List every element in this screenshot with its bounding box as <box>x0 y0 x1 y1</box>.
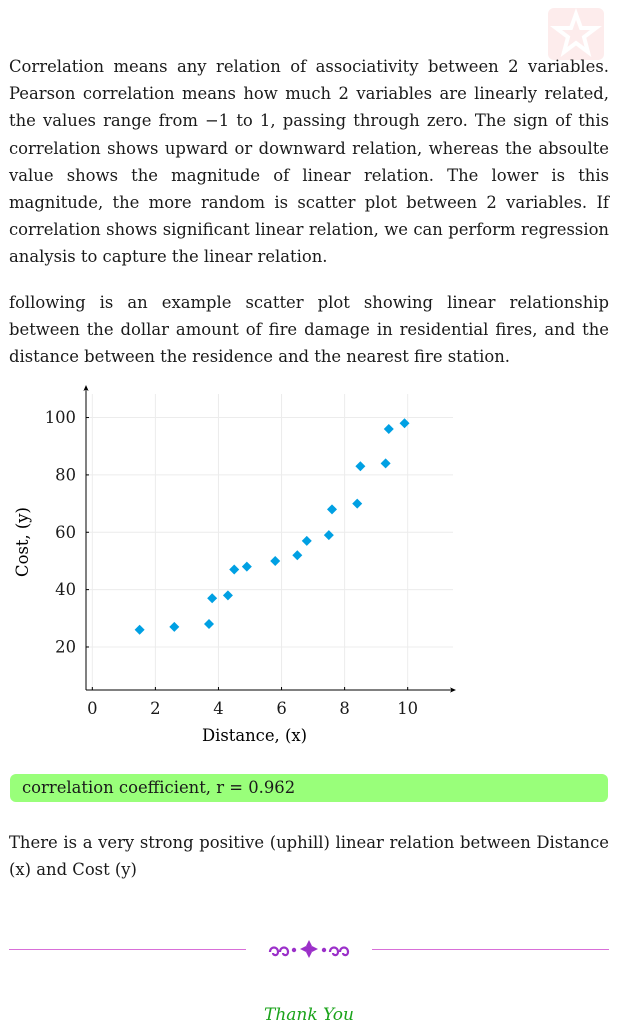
x-tick-label: 4 <box>213 699 223 718</box>
x-axis-label: Distance, (x) <box>202 726 307 745</box>
data-point <box>270 555 281 566</box>
example-paragraph: following is an example scatter plot sho… <box>9 293 609 367</box>
x-tick-label: 0 <box>87 699 97 718</box>
data-point <box>134 624 145 635</box>
star-icon <box>550 8 602 58</box>
data-point <box>169 621 180 632</box>
intro-paragraph: Correlation means any relation of associ… <box>9 57 609 267</box>
x-tick-label: 8 <box>339 699 349 718</box>
data-point <box>204 619 214 630</box>
thank-you-text: Thank You <box>263 1005 354 1025</box>
y-axis-label: Cost, (y) <box>13 507 32 577</box>
data-point <box>380 458 391 469</box>
conclusion-paragraph: There is a very strong positive (uphill)… <box>9 833 609 880</box>
divider-line-left <box>9 949 246 950</box>
data-point <box>229 564 240 575</box>
data-point <box>383 424 394 435</box>
y-tick-label: 60 <box>55 523 76 542</box>
data-point <box>355 461 366 472</box>
scatter-chart: 0 2 4 6 8 10 20 40 60 80 100 Distance, (x) Cost, (… <box>13 385 456 745</box>
divider-line-right <box>372 949 609 950</box>
y-tick-label: 100 <box>45 408 76 427</box>
data-point <box>207 593 218 604</box>
correlation-label: correlation coefficient, r = 0.962 <box>22 778 296 797</box>
chart-points <box>134 418 410 635</box>
data-point <box>222 590 233 601</box>
y-tick-label: 20 <box>55 637 76 656</box>
data-point <box>352 498 363 509</box>
data-point <box>301 535 312 546</box>
x-tick-label: 2 <box>150 699 160 718</box>
chart-axes <box>83 385 456 693</box>
x-tick-label: 10 <box>397 699 418 718</box>
y-tick-label: 40 <box>55 580 76 599</box>
brand-logo <box>548 8 604 60</box>
chart-tick-labels: 0 2 4 6 8 10 20 40 60 80 100 <box>45 408 418 718</box>
y-axis-arrow <box>83 385 89 391</box>
data-point <box>327 504 337 515</box>
x-axis-arrow <box>450 687 456 693</box>
correlation-result-box: correlation coefficient, r = 0.962 <box>10 774 608 802</box>
ornament-icon <box>268 940 350 958</box>
y-tick-label: 80 <box>55 465 76 484</box>
x-tick-label: 6 <box>276 699 286 718</box>
data-point <box>399 418 410 429</box>
data-point <box>241 561 252 572</box>
data-point <box>323 530 334 541</box>
chart-grid <box>86 394 453 690</box>
data-point <box>292 550 303 561</box>
